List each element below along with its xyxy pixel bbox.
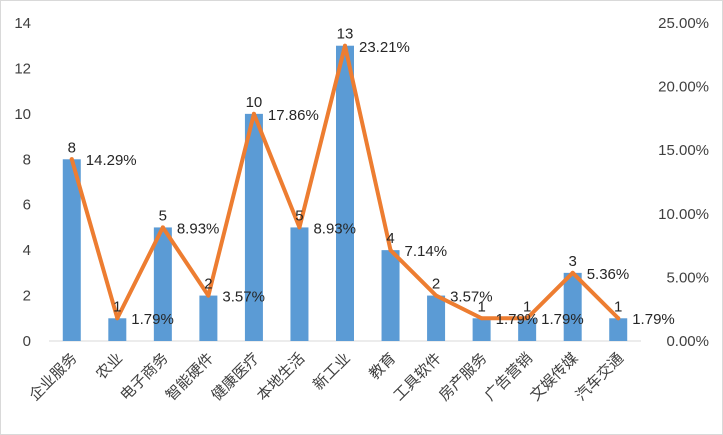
line-point [616,316,621,321]
bar [336,45,354,341]
bar [199,295,218,341]
line-point [251,111,256,116]
category-label: 工具软件 [390,349,445,404]
category-label: 本地生活 [253,349,308,404]
line-value-label: 5.36% [587,266,630,283]
left-axis-tick-label: 2 [23,288,31,305]
bar-value-label: 4 [386,230,394,247]
bar [244,113,263,341]
line-point [160,225,165,230]
line-value-label: 1.79% [131,311,174,328]
line-value-label: 1.79% [632,311,675,328]
left-axis-tick-label: 8 [23,151,31,168]
category-label: 农业 [92,349,126,383]
bar-value-label: 1 [523,298,531,315]
left-axis-tick-label: 4 [23,242,31,259]
category-label: 智能硬件 [162,349,217,404]
line-value-label: 3.57% [222,289,265,306]
line-value-label: 3.57% [450,289,493,306]
line-value-label: 1.79% [541,311,584,328]
line-point [206,293,211,298]
bar [290,227,309,341]
right-axis-ticks: 0.00% 5.00% 10.00% 15.00% 20.00% 25.00% [658,15,709,350]
category-label: 房产服务 [435,349,490,404]
line-value-label: 8.93% [313,220,356,237]
left-axis-tick-label: 0 [23,333,31,350]
category-label: 新工业 [309,349,354,394]
bar [62,159,81,341]
left-axis-tick-label: 14 [14,15,31,32]
bar-value-label: 1 [614,298,622,315]
line-series [69,43,621,321]
left-axis-ticks: 0 2 4 6 8 10 12 14 [14,15,31,350]
left-axis-tick-label: 10 [14,106,31,123]
line-value-label: 8.93% [177,220,220,237]
line-value-label: 7.14% [405,243,448,260]
right-axis-tick-label: 10.00% [658,206,709,223]
line-point [297,225,302,230]
right-axis-tick-label: 25.00% [658,15,709,32]
bar-value-label: 1 [477,298,485,315]
bar [153,227,172,341]
bar-value-label: 2 [432,276,440,293]
bar-value-label: 1 [113,298,121,315]
bar-series [62,45,628,341]
left-axis-tick-label: 6 [23,197,31,214]
category-label: 文娱传媒 [526,349,581,404]
bar [108,318,127,341]
bar [381,250,400,341]
bar [518,318,537,341]
right-axis-tick-label: 15.00% [658,142,709,159]
line-point [69,157,74,162]
bar-value-label: 13 [337,26,354,43]
left-axis-tick-label: 12 [14,60,31,77]
line-point [388,248,393,253]
line-point [525,316,530,321]
bar-value-label: 8 [68,139,76,156]
bar-value-label: 5 [295,207,303,224]
right-axis-tick-label: 20.00% [658,79,709,96]
bar [427,295,446,341]
bar-value-label: 3 [569,253,577,270]
category-label: 企业服务 [25,349,80,404]
line-value-label: 14.29% [86,152,137,169]
bar-value-label: 2 [204,276,212,293]
line-data-labels: 14.29% 1.79% 8.93% 3.57% 17.86% 8.93% 23.21% 7.… [86,39,675,328]
line-value-label: 1.79% [496,311,539,328]
category-label: 汽车交通 [572,349,627,404]
line-value-label: 17.86% [268,107,319,124]
category-label: 电子商务 [117,349,172,404]
bar [472,318,491,341]
bar-value-label: 5 [159,207,167,224]
right-axis-tick-label: 5.00% [666,269,709,286]
right-axis-tick-label: 0.00% [666,333,709,350]
bar-value-label: 10 [246,94,263,111]
line-point [343,43,347,48]
line-point [479,316,484,321]
bar [563,272,582,341]
line-point [570,270,575,275]
category-label: 健康医疗 [208,349,263,404]
bar [609,318,628,341]
line-value-label: 23.21% [359,39,410,56]
category-label: 广告营销 [481,349,536,404]
line-point [434,293,439,298]
category-label: 教育 [365,349,399,383]
line-point [115,316,120,321]
